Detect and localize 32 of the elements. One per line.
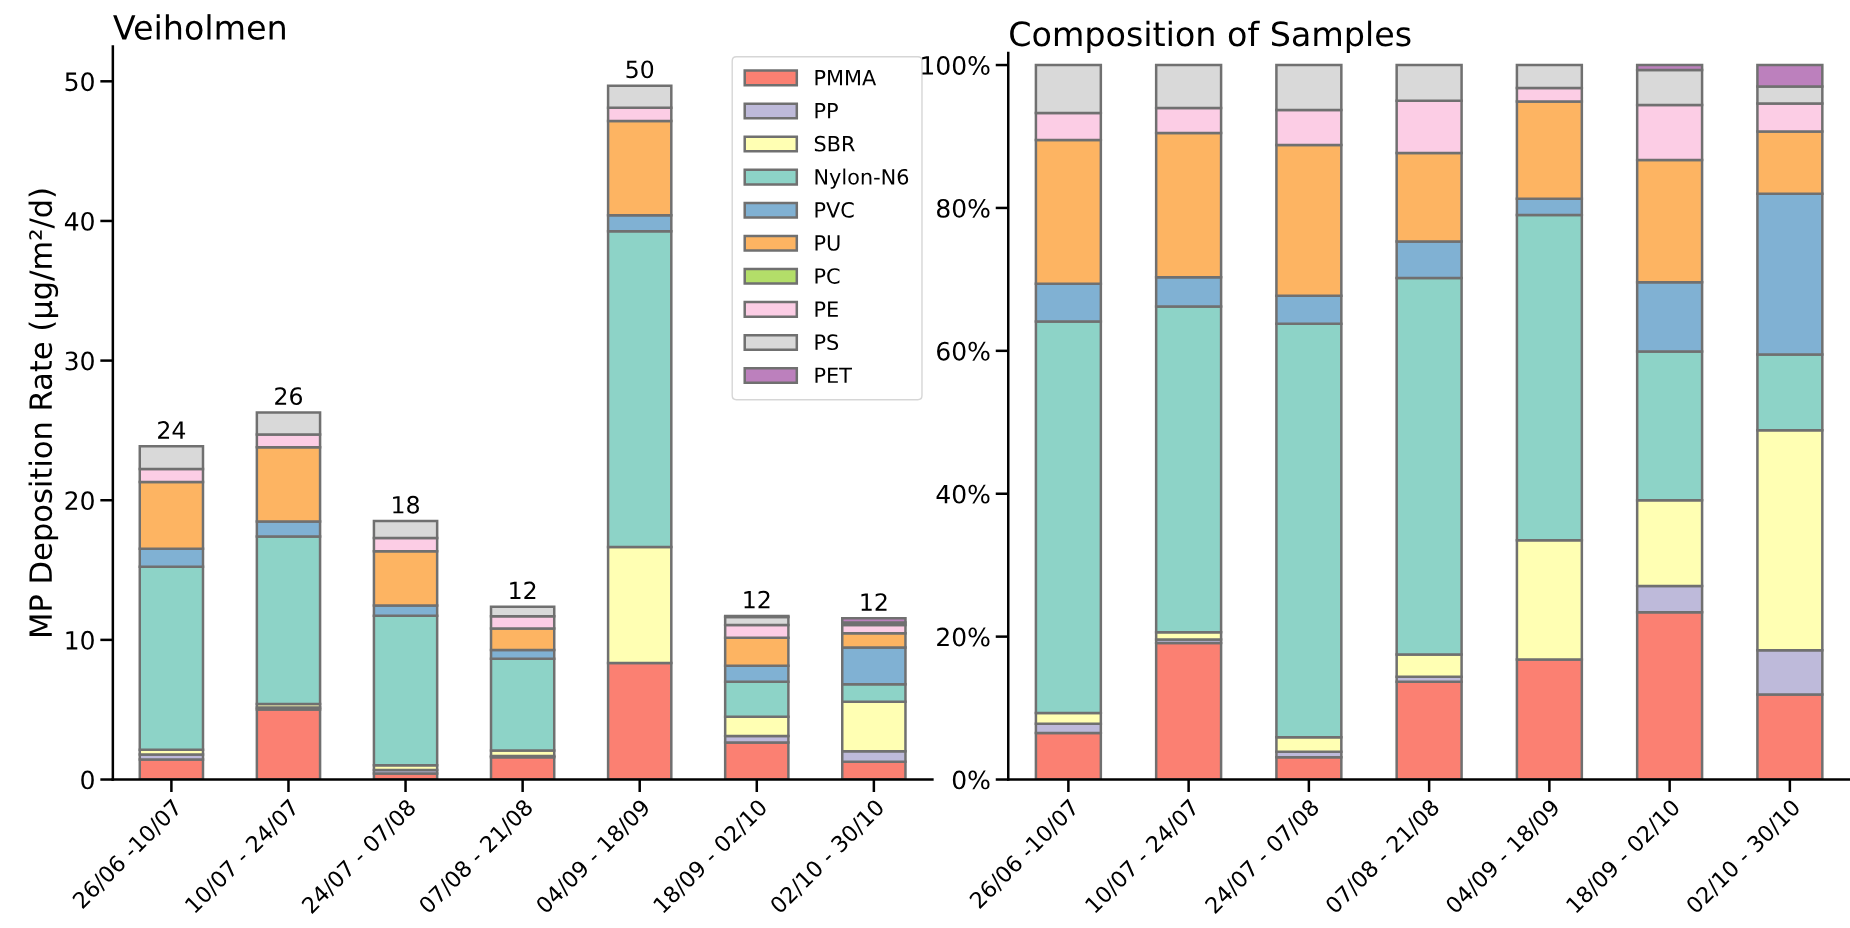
legend-label: PS <box>815 334 839 351</box>
total-label: 26 <box>275 387 302 406</box>
legend-label: PVC <box>815 202 854 218</box>
legend-label: PMMA <box>815 69 877 86</box>
y-tick-label: 20% <box>937 627 990 647</box>
y-tick-label: 10 <box>66 630 94 650</box>
total-label: 12 <box>744 590 770 609</box>
total-label: 24 <box>158 421 186 439</box>
legend-label: PU <box>815 235 840 251</box>
legend-label: PP <box>815 103 838 119</box>
y-tick-label: 0 <box>81 770 94 790</box>
legend-label: Nylon-N6 <box>815 168 909 189</box>
total-label: 18 <box>393 495 419 514</box>
y-axis-title: MP Deposition Rate (μg/m²/d) <box>28 189 59 636</box>
total-label: 50 <box>626 60 654 79</box>
chart-title: Composition of Samples <box>1010 20 1411 53</box>
legend-label: PET <box>815 367 852 383</box>
legend-label: PE <box>815 301 838 317</box>
y-tick-label: 20 <box>65 491 94 511</box>
y-tick-label: 60% <box>937 341 990 361</box>
y-tick-label: 0% <box>952 770 990 790</box>
total-label: 12 <box>510 581 536 600</box>
chart-title: Veiholmen <box>113 14 285 40</box>
legend-label: PC <box>815 268 840 284</box>
total-label: 12 <box>861 593 887 611</box>
y-tick-label: 50 <box>65 72 94 92</box>
y-tick-label: 80% <box>937 198 990 218</box>
y-tick-label: 30 <box>65 351 94 371</box>
y-tick-label: 40% <box>936 484 990 504</box>
y-tick-label: 40 <box>64 211 94 231</box>
legend-label: SBR <box>814 135 855 152</box>
y-tick-label: 100% <box>922 55 990 75</box>
